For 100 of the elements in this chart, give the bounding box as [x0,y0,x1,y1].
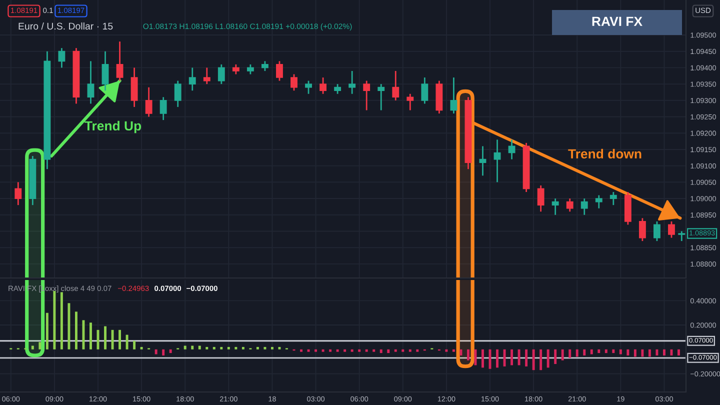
candlestick [58,47,66,68]
bar [466,349,470,360]
candlestick [102,50,109,92]
bar [460,349,462,356]
candlestick [363,80,370,111]
bar [227,346,230,350]
bar [358,349,361,352]
bar [372,349,376,352]
bar [90,322,92,350]
candlestick [406,93,414,111]
candlestick [450,76,458,114]
candlestick [261,60,268,72]
bar [198,346,201,350]
bar [82,320,85,350]
bar [554,349,557,364]
bar [118,330,122,350]
bar [234,346,238,350]
bar [525,349,528,366]
bar [74,312,78,350]
bar [344,349,346,352]
bar [656,349,658,356]
bar [270,346,274,350]
candlestick [392,70,400,102]
bar [496,349,498,368]
bar [408,349,412,352]
bar [264,346,266,350]
bar [503,349,506,366]
bar [126,334,128,350]
bar [184,346,186,350]
bar [540,349,542,370]
bar [38,342,42,350]
annotation: Trend Up [84,120,142,134]
bar [278,346,281,350]
bar [162,349,165,356]
candlestick [246,64,254,75]
bar [394,349,397,352]
bar [329,349,332,352]
bar [206,346,208,350]
candlestick [638,217,646,242]
bar [133,340,136,350]
candlestick [348,70,356,95]
bar [648,349,651,357]
bar [322,349,324,352]
bar [416,349,419,352]
candlestick [116,40,124,82]
candlestick [668,220,675,238]
candlestick [218,64,225,85]
bar [169,349,172,354]
bar [68,303,70,350]
bar [300,349,302,352]
candlestick [290,74,298,92]
bar [518,349,520,366]
bar [482,349,484,368]
candlestick [130,67,138,108]
bar [220,346,223,350]
bar [402,349,404,352]
bar [546,349,550,368]
bar [452,349,455,352]
bar [641,349,644,357]
bar [598,349,600,354]
candlestick [421,76,428,104]
bar [561,349,564,360]
bar [590,349,593,354]
bar [678,349,680,356]
candlestick [305,80,312,95]
bar [60,292,63,350]
bar [191,346,194,350]
bar [510,349,514,366]
candlestick [145,86,152,118]
bar [140,346,143,350]
bar [662,349,666,356]
bar [568,349,572,358]
bar [350,349,354,352]
annotation: RAVI FX [592,16,642,26]
bar [576,349,578,357]
bar [532,349,535,370]
bar [242,346,244,350]
bar [46,312,48,350]
bar [111,330,114,350]
candlestick [334,83,342,95]
bar [634,349,636,357]
candlestick [232,64,240,75]
bar [154,349,158,354]
bar [336,349,339,352]
bar [445,349,448,352]
bar [612,349,615,354]
candlestick [14,181,22,206]
bar [387,349,390,354]
bar [212,346,216,350]
bar [604,349,608,354]
bar [307,349,310,352]
bar [314,349,318,352]
candlestick [653,220,660,242]
candlestick [378,83,385,111]
bar [104,326,106,350]
bar [380,349,382,354]
candlestick [174,80,182,108]
bar [256,346,259,350]
candlestick [87,60,94,104]
bar [365,349,368,352]
